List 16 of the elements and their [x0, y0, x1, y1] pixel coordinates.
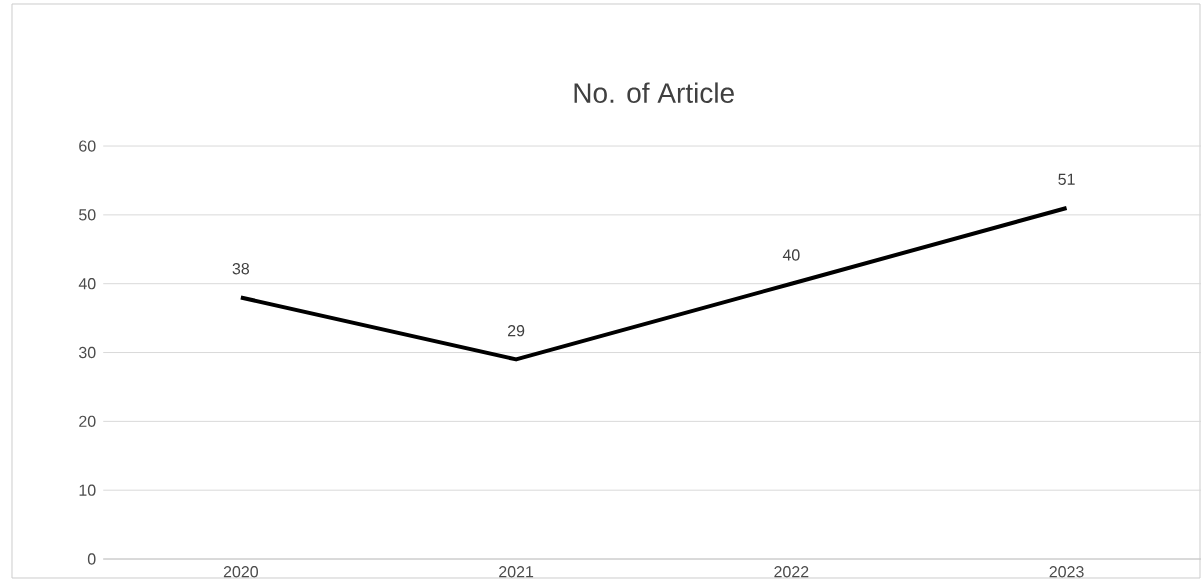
y-tick-label: 50: [79, 209, 96, 221]
x-tick-label: 2020: [223, 566, 259, 578]
y-tick-label: 60: [79, 140, 96, 152]
y-tick-label: 40: [78, 278, 96, 290]
x-tick-label: 2023: [1049, 566, 1084, 578]
y-tick-label: 10: [79, 484, 96, 496]
data-label: 38: [232, 263, 250, 275]
data-label: 51: [1058, 173, 1075, 185]
y-tick-label: 0: [87, 553, 96, 565]
y-tick-label: 30: [78, 346, 96, 359]
x-tick-label: 2022: [774, 566, 809, 578]
y-tick-label: 20: [79, 415, 96, 428]
data-label: 29: [508, 325, 525, 337]
chart-title: No. of Article: [574, 82, 734, 103]
x-tick-label: 2021: [499, 566, 534, 578]
data-label: 40: [782, 249, 800, 261]
